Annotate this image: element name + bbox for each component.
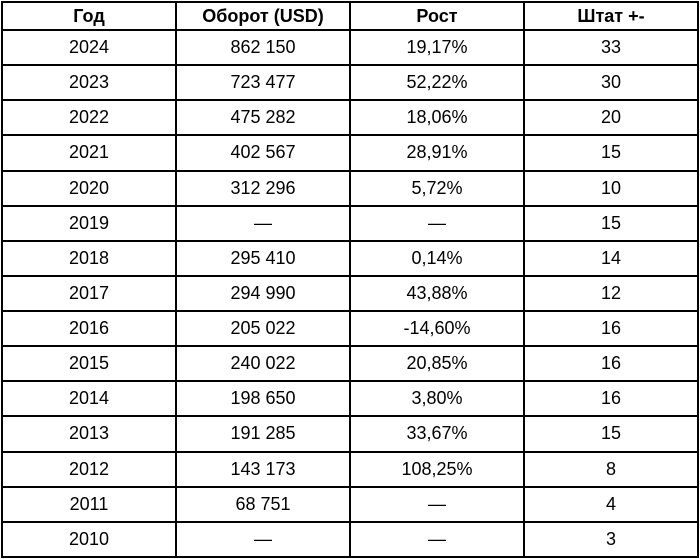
cell-growth: 108,25% — [349, 450, 525, 488]
cell-year: 2022 — [1, 99, 177, 137]
cell-growth: 0,14% — [349, 239, 525, 277]
cell-year: 2021 — [1, 134, 177, 172]
cell-year: 2016 — [1, 309, 177, 348]
column-header-growth: Рост — [349, 1, 525, 31]
cell-growth: 52,22% — [349, 64, 525, 102]
cell-staff: 4 — [523, 485, 699, 523]
cell-turnover: 294 990 — [175, 274, 351, 313]
cell-staff: 15 — [523, 134, 699, 172]
cell-staff: 12 — [523, 274, 699, 313]
cell-turnover: 295 410 — [175, 239, 351, 277]
cell-growth: -14,60% — [349, 309, 525, 348]
cell-staff: 15 — [523, 204, 699, 242]
cell-year: 2018 — [1, 239, 177, 277]
cell-turnover: 143 173 — [175, 450, 351, 488]
table-header: Год Оборот (USD) Рост Штат +- — [1, 1, 699, 31]
cell-staff: 3 — [523, 520, 699, 559]
cell-staff: 16 — [523, 345, 699, 383]
table-row: 2022 475 282 18,06% 20 — [1, 99, 699, 137]
cell-turnover: 402 567 — [175, 134, 351, 172]
cell-staff: 16 — [523, 309, 699, 348]
cell-year: 2015 — [1, 345, 177, 383]
table-row: 2023 723 477 52,22% 30 — [1, 64, 699, 102]
cell-year: 2017 — [1, 274, 177, 313]
cell-year: 2020 — [1, 169, 177, 207]
cell-turnover: 475 282 — [175, 99, 351, 137]
cell-turnover: 191 285 — [175, 415, 351, 453]
table-row: 2017 294 990 43,88% 12 — [1, 274, 699, 313]
cell-growth: 3,80% — [349, 380, 525, 418]
cell-turnover: 862 150 — [175, 28, 351, 67]
cell-year: 2011 — [1, 485, 177, 523]
table-row: 2024 862 150 19,17% 33 — [1, 28, 699, 67]
cell-growth: 43,88% — [349, 274, 525, 313]
cell-turnover: — — [175, 204, 351, 242]
cell-growth: — — [349, 204, 525, 242]
cell-turnover: 198 650 — [175, 380, 351, 418]
cell-year: 2023 — [1, 64, 177, 102]
table-row: 2020 312 296 5,72% 10 — [1, 169, 699, 207]
cell-year: 2013 — [1, 415, 177, 453]
cell-staff: 33 — [523, 28, 699, 67]
cell-turnover: 205 022 — [175, 309, 351, 348]
column-header-staff: Штат +- — [523, 1, 699, 31]
cell-staff: 30 — [523, 64, 699, 102]
cell-staff: 14 — [523, 239, 699, 277]
column-header-turnover: Оборот (USD) — [175, 1, 351, 31]
cell-year: 2010 — [1, 520, 177, 559]
column-header-year: Год — [1, 1, 177, 31]
table-row: 2021 402 567 28,91% 15 — [1, 134, 699, 172]
cell-growth: 33,67% — [349, 415, 525, 453]
cell-staff: 15 — [523, 415, 699, 453]
table-row: 2014 198 650 3,80% 16 — [1, 380, 699, 418]
cell-staff: 16 — [523, 380, 699, 418]
cell-staff: 8 — [523, 450, 699, 488]
cell-turnover: — — [175, 520, 351, 559]
cell-staff: 20 — [523, 99, 699, 137]
cell-turnover: 312 296 — [175, 169, 351, 207]
cell-year: 2014 — [1, 380, 177, 418]
table-row: 2019— —15 — [1, 204, 699, 242]
table-row: 2011 68 751—4 — [1, 485, 699, 523]
cell-year: 2012 — [1, 450, 177, 488]
cell-year: 2024 — [1, 28, 177, 67]
header-row: Год Оборот (USD) Рост Штат +- — [1, 1, 699, 31]
table-row: 2013 191 285 33,67% 15 — [1, 415, 699, 453]
table-row: 2016 205 022 -14,60% 16 — [1, 309, 699, 348]
table-row: 2018 295 410 0,14% 14 — [1, 239, 699, 277]
cell-growth: 5,72% — [349, 169, 525, 207]
cell-staff: 10 — [523, 169, 699, 207]
cell-growth: — — [349, 520, 525, 559]
table-row: 2015 240 022 20,85% 16 — [1, 345, 699, 383]
cell-turnover: 240 022 — [175, 345, 351, 383]
cell-growth: 18,06% — [349, 99, 525, 137]
cell-turnover: 723 477 — [175, 64, 351, 102]
cell-growth: — — [349, 485, 525, 523]
cell-growth: 19,17% — [349, 28, 525, 67]
table-body: 2024 862 150 19,17% 33 2023 723 477 52,22% 30 20… — [1, 28, 699, 559]
cell-growth: 28,91% — [349, 134, 525, 172]
cell-turnover: 68 751 — [175, 485, 351, 523]
table-row: 2012 143 173 108,25% 8 — [1, 450, 699, 488]
cell-growth: 20,85% — [349, 345, 525, 383]
cell-year: 2019 — [1, 204, 177, 242]
table-row: 2010— —3 — [1, 520, 699, 559]
